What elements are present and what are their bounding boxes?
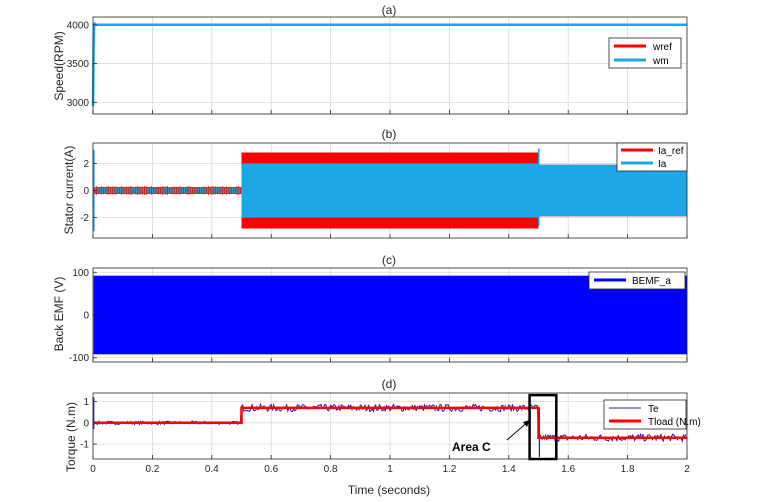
legend-c: BEMF_a xyxy=(588,271,686,290)
x-tick-label: 1.2 xyxy=(442,464,456,475)
x-axis-label: Time (seconds) xyxy=(348,483,430,497)
subplot-a-title: (a) xyxy=(382,3,397,17)
y-tick-label: 3000 xyxy=(67,98,90,109)
series-tload-line xyxy=(93,406,687,439)
subplot-c-ylabel: Back EMF (V) xyxy=(52,277,66,352)
x-tick-label: 0.2 xyxy=(145,464,159,475)
y-tick-label: 1 xyxy=(83,397,89,408)
tick-labels: 3000 3500 4000 -2 0 2 -100 0 100 -1 0 1 0 0.2 0.4 0.6 0.… xyxy=(67,20,690,475)
x-tick-label: 0 xyxy=(90,464,96,475)
subplot-d-ylabel: Torque (N.m) xyxy=(64,402,78,472)
legend-a: wref wm xyxy=(608,37,682,69)
legend-d: Te Tload (N.m) xyxy=(603,399,701,430)
area-c-arrow-head xyxy=(523,420,530,427)
series-bemf-band xyxy=(93,275,688,355)
legend-a-wm-label: wm xyxy=(652,56,669,67)
subplot-b-title: (b) xyxy=(382,127,397,141)
y-tick-label: 4000 xyxy=(67,20,90,31)
legend-d-te-label: Te xyxy=(648,404,659,415)
subplot-b-ylabel: Stator current(A) xyxy=(62,146,76,235)
x-tick-label: 1.4 xyxy=(502,464,516,475)
area-c-box xyxy=(528,393,558,461)
series-ia-band xyxy=(241,163,539,218)
legend-a-wref-label: wref xyxy=(652,42,672,53)
x-tick-label: 1.8 xyxy=(621,464,635,475)
subplot-a-ylabel: Speed(RPM) xyxy=(52,31,66,100)
area-c-label: Area C xyxy=(452,440,491,454)
legend-b-ia-label: Ia xyxy=(658,159,667,170)
y-tick-label: 0 xyxy=(83,186,89,197)
y-tick-label: -2 xyxy=(80,213,89,224)
legend-a-box xyxy=(608,37,682,69)
x-tick-label: 1.6 xyxy=(561,464,575,475)
x-tick-label: 0.6 xyxy=(264,464,278,475)
y-tick-label: 0 xyxy=(83,311,89,322)
area-c-annotation: Area C xyxy=(452,393,558,461)
plot-data xyxy=(91,21,688,457)
subplot-c-title: (c) xyxy=(382,253,396,267)
axes-frames xyxy=(92,16,688,460)
y-tick-label: 0 xyxy=(83,418,89,429)
y-tick-label: -1 xyxy=(80,440,89,451)
legend-b-box xyxy=(616,142,688,172)
legend-b-iaref-label: Ia_ref xyxy=(658,146,684,157)
x-tick-label: 1 xyxy=(387,464,393,475)
x-tick-label: 0.4 xyxy=(205,464,219,475)
y-tick-label: -100 xyxy=(69,353,89,364)
subplot-d-title: (d) xyxy=(382,377,397,391)
legend-d-tload-label: Tload (N.m) xyxy=(648,417,701,428)
y-tick-label: 3500 xyxy=(67,59,90,70)
y-tick-label: 100 xyxy=(72,268,89,279)
legend-c-bemf-label: BEMF_a xyxy=(632,276,671,287)
x-tick-label: 0.8 xyxy=(324,464,338,475)
legend-d-box xyxy=(603,399,687,430)
legend-b: Ia_ref Ia xyxy=(616,142,688,172)
y-tick-label: 2 xyxy=(83,159,89,170)
legend-c-box xyxy=(588,271,686,290)
series-ia-band xyxy=(538,164,687,217)
x-tick-label: 2 xyxy=(684,464,690,475)
